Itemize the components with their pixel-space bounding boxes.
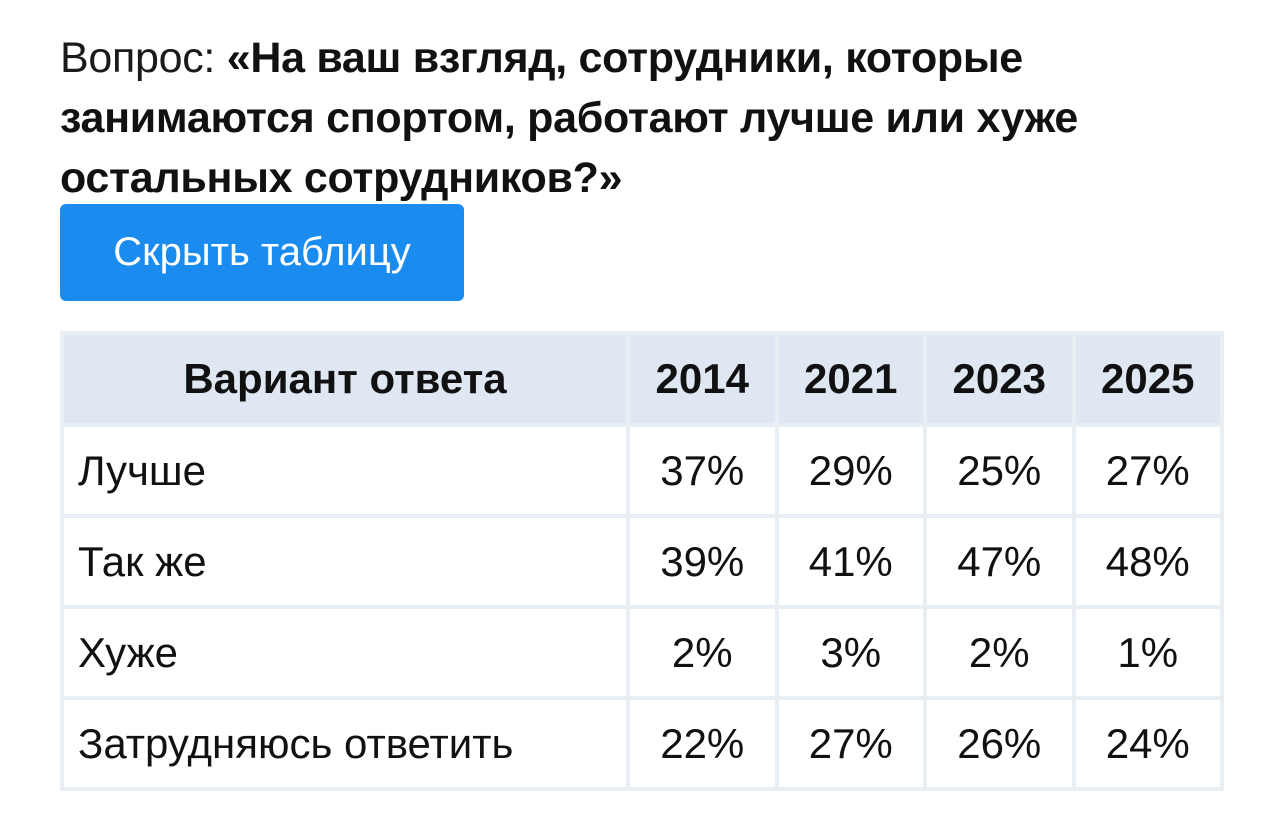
cell-value: 24% <box>1071 696 1224 791</box>
table-header-row: Вариант ответа 2014 2021 2023 2025 <box>60 331 1224 427</box>
cell-value: 3% <box>774 605 927 700</box>
row-label: Лучше <box>60 423 630 518</box>
row-label: Затрудняюсь ответить <box>60 696 630 791</box>
question-prefix: Вопрос: <box>60 34 227 82</box>
table-row: Так же 39% 41% 47% 48% <box>60 514 1224 609</box>
header-year: 2025 <box>1071 331 1224 427</box>
header-year: 2023 <box>923 331 1076 427</box>
question-body: «На ваш взгляд, сотрудники, которые зани… <box>60 34 1078 202</box>
cell-value: 39% <box>626 514 779 609</box>
row-label: Хуже <box>60 605 630 700</box>
hide-table-button[interactable]: Скрыть таблицу <box>60 204 464 301</box>
results-table: Вариант ответа 2014 2021 2023 2025 Лучше… <box>60 331 1224 791</box>
cell-value: 37% <box>626 423 779 518</box>
cell-value: 41% <box>774 514 927 609</box>
row-label: Так же <box>60 514 630 609</box>
table-row: Хуже 2% 3% 2% 1% <box>60 605 1224 700</box>
cell-value: 47% <box>923 514 1076 609</box>
cell-value: 48% <box>1071 514 1224 609</box>
cell-value: 1% <box>1071 605 1224 700</box>
cell-value: 29% <box>774 423 927 518</box>
question-text: Вопрос: «На ваш взгляд, сотрудники, кото… <box>60 28 1220 208</box>
cell-value: 2% <box>626 605 779 700</box>
header-answer-option: Вариант ответа <box>60 331 630 427</box>
table-row: Затрудняюсь ответить 22% 27% 26% 24% <box>60 696 1224 791</box>
cell-value: 22% <box>626 696 779 791</box>
cell-value: 27% <box>774 696 927 791</box>
cell-value: 27% <box>1071 423 1224 518</box>
cell-value: 2% <box>923 605 1076 700</box>
header-year: 2021 <box>774 331 927 427</box>
table-row: Лучше 37% 29% 25% 27% <box>60 423 1224 518</box>
cell-value: 25% <box>923 423 1076 518</box>
header-year: 2014 <box>626 331 779 427</box>
cell-value: 26% <box>923 696 1076 791</box>
